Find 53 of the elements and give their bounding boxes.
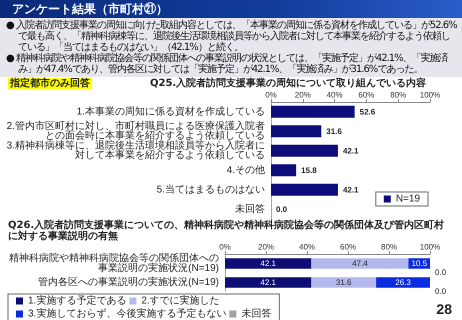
data-label: 47.4: [352, 259, 368, 268]
y-tick-label: 2.管内市区町村に対し、市町村職員による医療保護入院者との面会時に本事業を紹介するよう依頼している: [6, 120, 265, 142]
bar: [311, 258, 408, 269]
x-tick-label: 20%: [258, 242, 274, 252]
data-label: 42.1: [342, 146, 360, 156]
data-label: 42.1: [260, 259, 276, 268]
y-tick-label: 4.その他: [226, 164, 265, 176]
data-label: 31.6: [336, 278, 352, 287]
bar: [225, 258, 312, 269]
bar: [271, 144, 338, 157]
legend-label: 3.実施しておらず、今後実施する予定もない: [28, 308, 226, 320]
x-tick-label: 60%: [358, 90, 374, 100]
y-tick-label: 精神科病院や精神科病院協会等の関係団体への事業説明の実施状況(N=19): [9, 252, 219, 274]
data-label: 0.0: [435, 268, 447, 277]
text: 指定都市のみ回答: [8, 78, 92, 89]
text: アンケート結果（市町村㉑）: [0, 0, 462, 18]
y-tick-label: 未回答: [235, 202, 265, 215]
bar: [271, 125, 322, 138]
x-tick-label: 40%: [326, 90, 343, 100]
data-label: 31.6: [326, 126, 342, 136]
x-tick-label: 80%: [380, 242, 398, 252]
chart-title: Q26.入院者訪問支援事業についての、精神科病院や精神科病院協会等の関係団体及び管内区町村に対する事業説明の有無: [8, 220, 446, 242]
bar: [225, 277, 312, 288]
x-tick-label: 0%: [265, 90, 277, 100]
legend-label: N=19: [396, 194, 420, 204]
data-label: 0.0: [276, 204, 288, 214]
data-label: 0.0: [435, 287, 447, 296]
x-tick-label: 100%: [420, 242, 440, 252]
x-tick-label: 100%: [420, 90, 440, 100]
data-label: 26.3: [395, 278, 412, 287]
x-tick-label: 60%: [340, 242, 356, 252]
text: ● 入院者訪問支援事業の周知に向けた取組内容としては、「本事業の周知に係る資材を作成している」が52.6%で最も高く、「精神科病棟等に、退院後生活環境相談員等から入院者に対して本事業を紹介するよう依頼している」「当てはまるものはない」（42.1%）と続く。: [6, 20, 458, 53]
legend-label: 2.すでに実施した: [141, 294, 220, 306]
x-tick-label: 0%: [219, 242, 231, 252]
y-tick-label: 5.当てはまるものはない: [156, 183, 265, 196]
y-tick-label: 管内各区への事業説明の実施状況(N=19): [38, 276, 219, 288]
data-label: 15.8: [301, 166, 318, 175]
data-label: 52.6: [360, 107, 376, 116]
data-label: 42.1: [342, 185, 360, 194]
bar: [271, 164, 296, 176]
chart-title: Q25.入院者訪問支援事業の周知について取り組んでいる内容: [150, 78, 428, 89]
y-tick-label: 3.精神科病棟等に、退院後生活環境相談員等から入院者に対して本事業を紹介するよう依頼している: [6, 140, 265, 161]
x-tick-label: 20%: [294, 90, 311, 100]
bar: [271, 184, 338, 196]
text: 28: [436, 301, 452, 317]
data-label: 10.5: [411, 259, 428, 268]
text: ● 精神科病院や精神科病院協会等の関係団体への事業説明の状況としては、「実施予定」が42.1%、「実施済み」が47.4%であり、管内各区に対しては「実施予定」が42.1%、「実施済み」が31.6%であった。: [6, 53, 449, 75]
bar: [271, 106, 355, 118]
y-tick-label: 1.本事業の周知に係る資材を作成している: [76, 105, 265, 118]
x-tick-label: 80%: [390, 90, 406, 100]
data-label: 42.1: [260, 278, 276, 287]
legend-label: 1.実施する予定である: [28, 294, 126, 306]
x-tick-label: 40%: [298, 242, 316, 252]
